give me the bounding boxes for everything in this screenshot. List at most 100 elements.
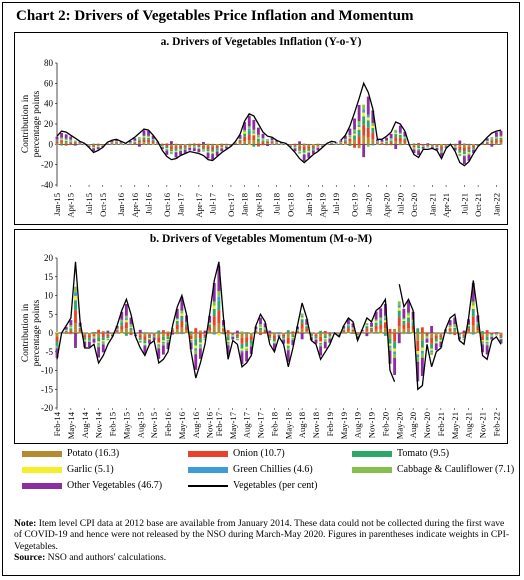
contribution-bar <box>360 332 364 333</box>
contribution-bar <box>217 300 221 311</box>
contribution-bar <box>270 137 274 141</box>
contribution-bar <box>55 141 59 144</box>
contribution-bar <box>124 328 128 333</box>
contribution-bar <box>55 333 59 337</box>
contribution-bar <box>60 138 63 140</box>
contribution-bar <box>73 144 77 146</box>
contribution-bar <box>92 337 96 338</box>
contribution-bar <box>256 137 260 139</box>
contribution-bar <box>157 333 161 338</box>
contribution-bar <box>249 344 253 347</box>
x-tick-label: Feb-16 <box>163 411 173 436</box>
x-tick-label: Oct-16 <box>162 192 172 217</box>
contribution-bar <box>316 144 320 146</box>
contribution-bar <box>74 286 77 293</box>
x-tick-label: May-20 <box>394 412 404 439</box>
x-tick-label: May-16 <box>177 411 187 439</box>
contribution-bar <box>286 347 290 351</box>
contribution-bar <box>152 335 156 337</box>
contribution-bar <box>485 330 489 333</box>
contribution-bar <box>351 331 355 333</box>
contribution-bar <box>490 334 494 336</box>
contribution-bar <box>282 333 286 335</box>
contribution-bar <box>476 324 480 327</box>
contribution-bar <box>240 352 244 365</box>
note-text: Item level CPI data at 2012 base are ava… <box>14 518 510 552</box>
contribution-bar <box>307 144 311 147</box>
contribution-bar <box>286 330 290 333</box>
contribution-bar <box>471 308 475 317</box>
contribution-bar <box>128 143 132 145</box>
contribution-bar <box>453 144 457 146</box>
contribution-bar <box>151 141 155 144</box>
contribution-bar <box>272 333 276 336</box>
contribution-bar <box>471 305 475 309</box>
contribution-bar <box>439 333 443 336</box>
contribution-bar <box>302 150 306 153</box>
contribution-bar <box>194 339 198 346</box>
contribution-bar <box>346 333 350 334</box>
contribution-bar <box>78 143 82 144</box>
x-tick-label: Jul-15 <box>84 193 94 214</box>
contribution-bar <box>277 334 281 335</box>
contribution-bar <box>420 353 424 358</box>
contribution-bar <box>458 144 462 147</box>
contribution-bar <box>365 330 369 333</box>
contribution-bar <box>174 151 178 153</box>
contribution-bar <box>120 319 124 322</box>
contribution-bar <box>268 333 272 335</box>
contribution-bar <box>319 336 323 342</box>
contribution-bar <box>175 329 179 333</box>
contribution-bar <box>371 144 375 146</box>
contribution-bar <box>161 333 165 337</box>
contribution-bar <box>397 326 401 333</box>
contribution-bar <box>69 325 73 327</box>
contribution-bar <box>170 146 173 150</box>
contribution-bar <box>375 139 379 142</box>
x-tick-label: Aug-14 <box>80 411 90 438</box>
contribution-bar <box>314 333 318 335</box>
x-tick-label: Jan-21 <box>427 193 437 216</box>
contribution-bar <box>305 333 309 334</box>
contribution-bar <box>383 315 387 319</box>
contribution-bar <box>380 139 384 142</box>
contribution-bar <box>161 340 165 342</box>
contribution-bar <box>314 338 318 339</box>
contribution-bar <box>300 323 304 329</box>
panel-inflation-plot: -40 -20 0 20 40 60 80 Contribution inpercentage… <box>21 58 503 218</box>
contribution-bar <box>165 143 169 145</box>
legend-label-green-chillies: Green Chillies (4.6) <box>233 464 313 475</box>
contribution-bar <box>462 330 466 333</box>
contribution-bar <box>353 133 356 136</box>
contribution-bar <box>426 144 430 146</box>
contribution-bar <box>472 144 475 146</box>
contribution-bar <box>328 333 332 336</box>
contribution-bar <box>481 340 484 342</box>
contribution-bar <box>111 333 114 335</box>
contribution-bar <box>385 140 388 142</box>
contribution-bar <box>137 138 141 140</box>
contribution-bar <box>166 342 170 350</box>
contribution-bar <box>462 334 466 337</box>
contribution-bar <box>215 150 219 152</box>
contribution-bar <box>467 333 471 334</box>
contribution-bar <box>383 328 387 333</box>
contribution-bar <box>220 147 224 149</box>
contribution-bar <box>407 322 410 329</box>
contribution-bar <box>243 136 247 142</box>
contribution-bar <box>92 334 96 337</box>
contribution-bar <box>353 144 356 148</box>
contribution-bar <box>60 139 63 141</box>
contribution-bar <box>83 340 87 342</box>
contribution-bar <box>174 144 178 147</box>
contribution-bar <box>263 328 267 329</box>
contribution-bar <box>224 146 228 149</box>
contribution-bar <box>106 339 110 341</box>
contribution-bar <box>272 343 276 351</box>
contribution-bar <box>189 341 193 343</box>
contribution-bar <box>110 143 114 145</box>
contribution-bar <box>189 335 193 339</box>
contribution-bar <box>133 142 137 144</box>
contribution-bar <box>425 337 429 338</box>
contribution-bar <box>171 333 175 335</box>
